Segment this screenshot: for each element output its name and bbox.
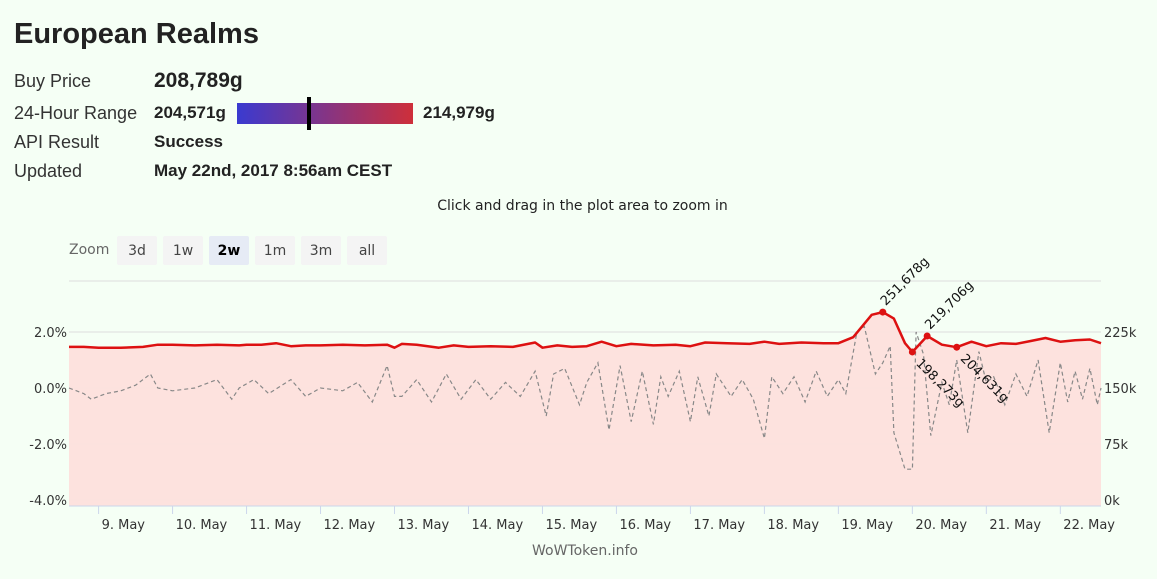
updated-label: Updated: [14, 161, 83, 181]
y-right-tick-label: 225k: [1104, 326, 1137, 341]
x-tick-label: 16. May: [619, 518, 671, 533]
chart-credit: WoWToken.info: [532, 543, 638, 559]
zoom-3m-button[interactable]: 3m: [301, 236, 341, 265]
updated-value: May 22nd, 2017 8:56am CEST: [154, 161, 393, 180]
x-tick-label: 21. May: [989, 518, 1041, 533]
x-tick-label: 20. May: [915, 518, 967, 533]
x-tick-label: 11. May: [250, 518, 302, 533]
annotation-label: 251,678g: [878, 254, 932, 308]
y-right-tick-label: 75k: [1104, 438, 1129, 453]
range-low-value: 204,571g: [154, 103, 226, 122]
x-tick-label: 12. May: [324, 518, 376, 533]
x-tick-label: 9. May: [102, 518, 146, 533]
chart-axes: -4.0% -2.0% 0.0% 2.0% 0k 75k 150k 225k 9. May 10.…: [29, 326, 1137, 533]
x-tick-label: 13. May: [398, 518, 450, 533]
price-line: [69, 310, 1102, 354]
annotation-point: [879, 308, 887, 316]
x-tick-label: 19. May: [841, 518, 893, 533]
x-tick-label: 15. May: [545, 518, 597, 533]
y-left-tick-label: 2.0%: [34, 326, 67, 341]
buy-price-value: 208,789g: [154, 69, 243, 92]
zoom-label: Zoom: [69, 242, 110, 258]
annotation-point: [908, 348, 916, 356]
zoom-1w-button[interactable]: 1w: [163, 236, 203, 265]
current-price-marker: [307, 97, 312, 130]
x-tick-label: 17. May: [693, 518, 745, 533]
api-result-label: API Result: [14, 132, 100, 152]
chart-subtitle: Click and drag in the plot area to zoom …: [437, 198, 728, 214]
price-area-fill: [69, 312, 1101, 506]
annotation-label: 219,706g: [922, 278, 976, 332]
range-high-value: 214,979g: [423, 103, 495, 122]
buy-price-label: Buy Price: [14, 71, 92, 91]
range-label: 24-Hour Range: [14, 103, 138, 123]
y-left-tick-label: -2.0%: [29, 438, 67, 453]
zoom-2w-button[interactable]: 2w: [209, 236, 249, 265]
x-tick-label: 18. May: [767, 518, 819, 533]
annotation-point: [953, 343, 961, 351]
y-left-tick-label: -4.0%: [29, 494, 67, 509]
zoom-3d-button[interactable]: 3d: [117, 236, 157, 265]
annotation-point: [923, 332, 931, 340]
page-title: European Realms: [14, 18, 259, 50]
y-right-tick-label: 150k: [1104, 382, 1137, 397]
x-tick-label: 22. May: [1063, 518, 1115, 533]
zoom-all-button[interactable]: all: [347, 236, 387, 265]
y-right-tick-label: 0k: [1104, 494, 1120, 509]
api-result-value: Success: [154, 132, 223, 151]
x-tick-label: 14. May: [471, 518, 523, 533]
x-tick-label: 10. May: [176, 518, 228, 533]
range-gradient-bar: [237, 97, 413, 130]
zoom-1m-button[interactable]: 1m: [255, 236, 295, 265]
change-dashed-line: [68, 325, 1102, 470]
y-left-tick-label: 0.0%: [34, 382, 67, 397]
